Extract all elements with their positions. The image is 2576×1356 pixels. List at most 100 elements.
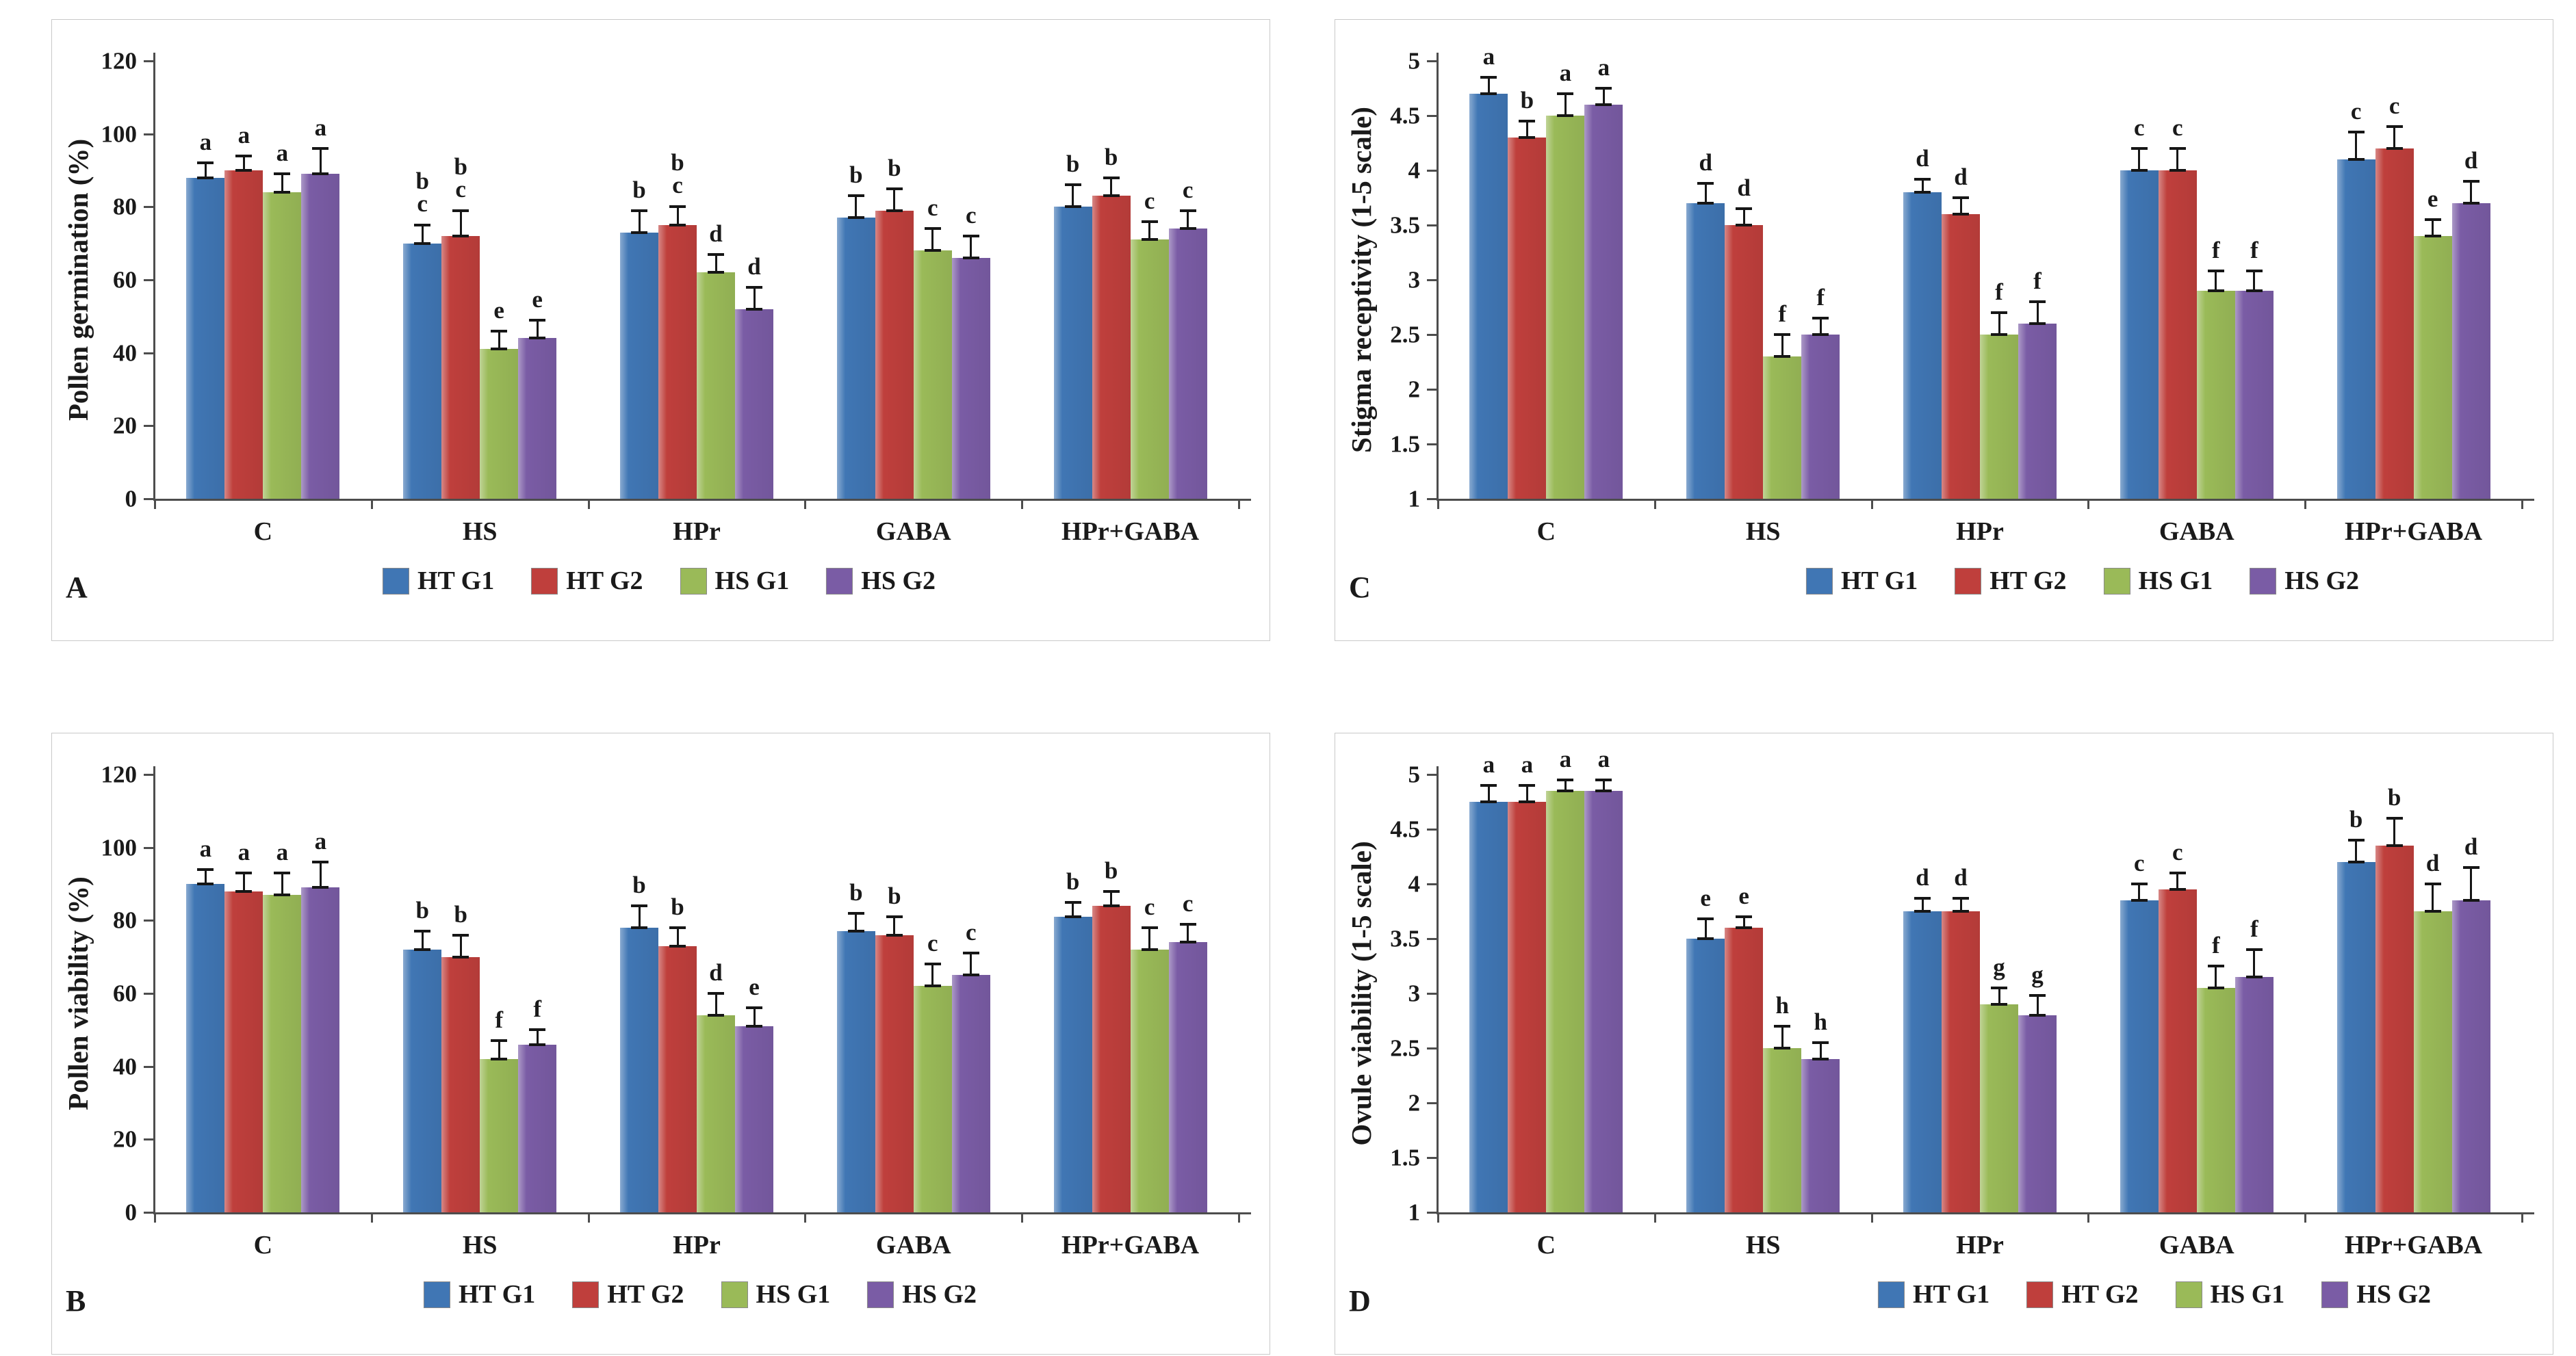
bar-HS-G1-GABA [913,250,952,499]
bar-HT-G1-C [186,884,225,1212]
y-tick-mark [1427,1157,1438,1159]
error-bar [1148,221,1151,240]
y-tick-mark [144,206,155,209]
significance-letter: f [1995,278,2003,305]
error-bar-cap-top [2130,147,2148,150]
error-bar-cap-bottom [1736,224,1753,226]
x-tick-mark [804,499,807,509]
significance-letter: a [1597,54,1610,81]
y-axis-line [153,766,155,1214]
legend-label: HT G2 [2061,1280,2139,1309]
significance-letter: c [927,194,938,222]
panel-D: Ovule viability (1-5 scale) 1 1.5 2 2.5 3 3.5 4… [1335,733,2553,1355]
y-tick-mark [1427,829,1438,831]
y-axis-line [1437,766,1439,1214]
error-bar-cap-top [1519,120,1536,122]
error-bar-cap-bottom [962,257,979,259]
error-bar-cap-top [2245,270,2263,273]
legend-item-HT-G1: HT G1 [1805,566,1918,596]
error-bar-cap-top [924,227,941,231]
error-bar-cap-top [2462,180,2480,183]
legend-label: HT G2 [1989,566,2067,595]
error-bar-cap-bottom [2130,169,2148,172]
error-bar [1704,919,1707,939]
error-bar-cap-top [1953,196,1969,199]
error-bar-cap-bottom [2386,147,2403,150]
error-bar [1148,928,1151,950]
significance-letter: a [199,835,212,862]
significance-letter: b c [415,168,429,217]
error-bar-cap-bottom [1914,191,1931,194]
error-bar-cap-bottom [1179,227,1196,231]
significance-letter: d [2464,147,2478,174]
legend: HT G1 HT G2 HS G1 HS G2 [1877,1279,2431,1309]
bar-HT-G2-HPr+GABA [1092,906,1131,1212]
significance-letter: b [415,897,429,924]
bar-HT-G1-HPr [620,232,658,499]
error-bar-cap-bottom [2029,322,2046,325]
error-bar-cap-top [452,209,469,212]
error-bar-cap-top [708,252,724,256]
y-axis-line [1437,53,1439,500]
error-bar-cap-bottom [1103,194,1120,198]
legend: HT G1 HT G2 HS G1 HS G2 [382,566,936,596]
significance-letter: f [533,995,542,1023]
significance-letter: d [2425,850,2440,876]
error-bar [931,229,934,251]
error-bar-cap-bottom [2347,158,2365,161]
error-bar-cap-top [2462,866,2480,869]
error-bar [1110,177,1113,196]
bar-HT-G1-HPr [620,928,658,1212]
legend-swatch [2175,1281,2202,1308]
error-bar-cap-bottom [2029,1014,2046,1017]
y-tick-mark [1427,883,1438,885]
x-tick-mark [1021,1212,1024,1223]
error-bar [1525,785,1528,802]
error-bar-cap-top [669,205,686,209]
error-bar [1921,179,1924,192]
error-bar-cap-bottom [2130,899,2148,902]
error-bar-cap-bottom [1991,1003,2007,1006]
y-tick-mark [1427,993,1438,995]
y-tick-label: 100 [101,120,138,148]
bar-HS-G2-C [1584,105,1623,499]
error-bar [1959,198,1962,214]
significance-letter: c [2134,850,2145,876]
error-bar-cap-bottom [235,889,253,893]
error-bar-cap-top [1064,183,1081,187]
y-tick-label: 2.5 [1390,321,1420,348]
error-bar-cap-bottom [1914,910,1931,913]
bar-HS-G1-HPr+GABA [2413,236,2452,499]
y-tick-mark [1427,498,1438,500]
legend-swatch [423,1281,450,1308]
error-bar [855,913,858,932]
error-bar-cap-bottom [235,169,253,172]
bar-HS-G2-HS [518,338,557,499]
error-bar-cap-bottom [197,176,214,179]
significance-letter: d [1737,174,1751,201]
significance-letter: e [1738,883,1749,909]
error-bar-cap-top [197,868,214,871]
error-bar-cap-top [1736,207,1753,210]
significance-letter: h [1814,1008,1827,1035]
error-bar [1704,183,1707,203]
y-tick-label: 60 [113,266,137,294]
error-bar-cap-bottom [1736,926,1753,929]
bar-HS-G1-HPr [1980,335,2018,499]
error-bar-cap-bottom [1774,1047,1791,1049]
legend-label: HT G2 [566,566,643,595]
panel-B: Pollen viability (%) 0 20 40 60 80 100 120 a a a a C… [51,733,1270,1355]
error-bar-cap-bottom [1064,915,1081,918]
y-tick-mark [1427,60,1438,62]
bar-HS-G2-HPr+GABA [2451,203,2490,499]
error-bar [2355,132,2358,159]
error-bar [1742,209,1745,225]
bar-HT-G2-C [224,891,263,1212]
legend-swatch [531,567,558,595]
error-bar-cap-bottom [1953,910,1969,913]
y-tick-mark [1427,443,1438,445]
error-bar [2036,995,2039,1015]
error-bar-cap-bottom [631,926,647,929]
error-bar [1187,210,1189,229]
error-bar-cap-bottom [1697,202,1714,205]
